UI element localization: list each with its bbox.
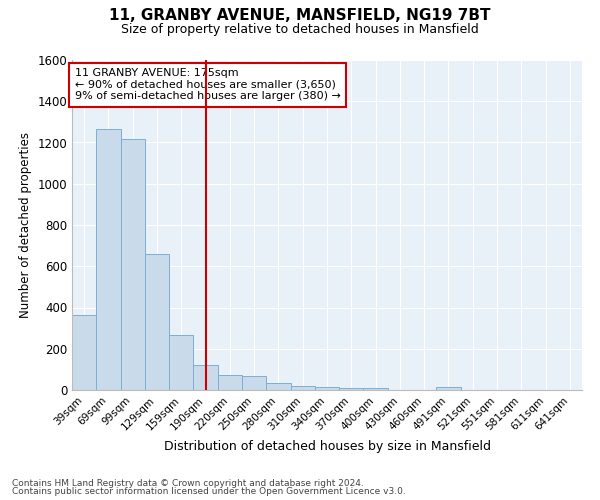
Text: Size of property relative to detached houses in Mansfield: Size of property relative to detached ho…: [121, 22, 479, 36]
Text: 11, GRANBY AVENUE, MANSFIELD, NG19 7BT: 11, GRANBY AVENUE, MANSFIELD, NG19 7BT: [109, 8, 491, 22]
Bar: [436, 387, 461, 390]
Bar: [72, 314, 96, 390]
Bar: [169, 336, 193, 390]
Bar: [315, 387, 339, 390]
Bar: [339, 388, 364, 390]
Bar: [266, 384, 290, 390]
Text: 11 GRANBY AVENUE: 175sqm
← 90% of detached houses are smaller (3,650)
9% of semi: 11 GRANBY AVENUE: 175sqm ← 90% of detach…: [74, 68, 340, 102]
Bar: [121, 140, 145, 390]
Bar: [218, 374, 242, 390]
Text: Contains HM Land Registry data © Crown copyright and database right 2024.: Contains HM Land Registry data © Crown c…: [12, 478, 364, 488]
Bar: [290, 386, 315, 390]
X-axis label: Distribution of detached houses by size in Mansfield: Distribution of detached houses by size …: [163, 440, 491, 453]
Text: Contains public sector information licensed under the Open Government Licence v3: Contains public sector information licen…: [12, 487, 406, 496]
Bar: [96, 129, 121, 390]
Y-axis label: Number of detached properties: Number of detached properties: [19, 132, 32, 318]
Bar: [242, 376, 266, 390]
Bar: [193, 365, 218, 390]
Bar: [145, 254, 169, 390]
Bar: [364, 388, 388, 390]
